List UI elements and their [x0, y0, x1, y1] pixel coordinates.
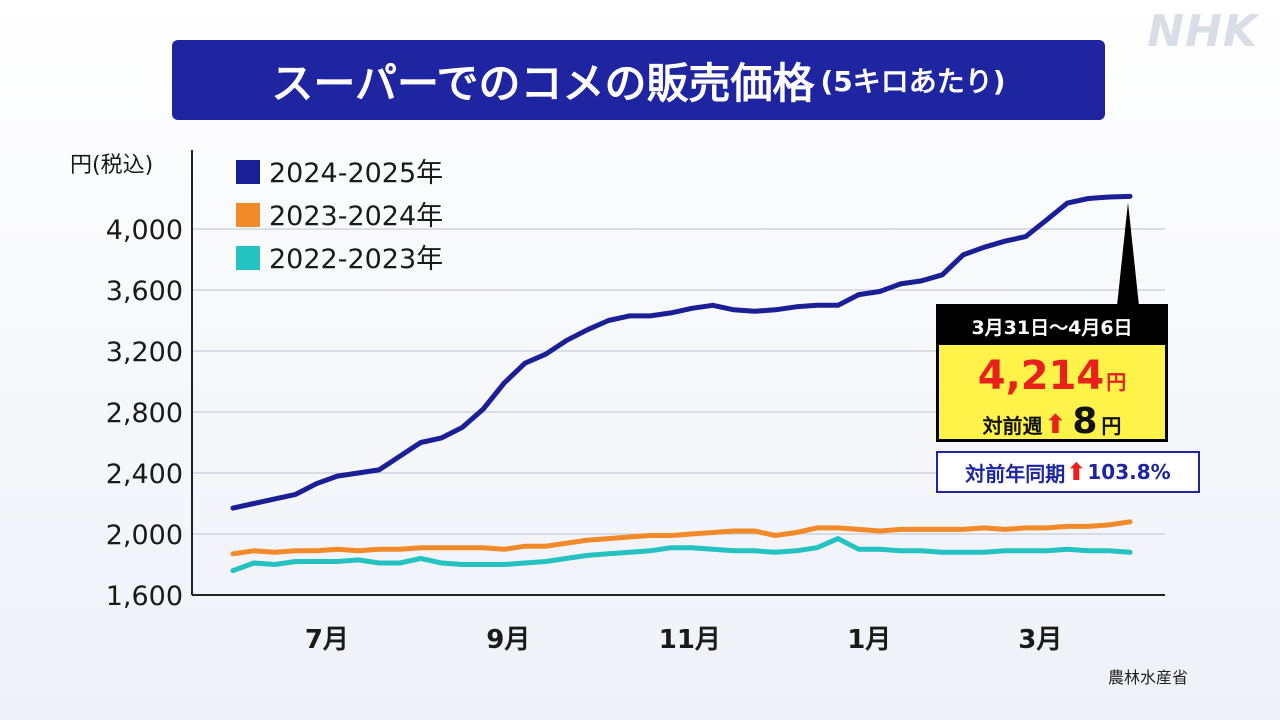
y-tick-label: 3,200 [106, 337, 183, 368]
y-tick-label: 2,800 [106, 398, 183, 429]
x-tick-label: 1月 [847, 625, 891, 655]
callout-price: 4,214 円 [939, 353, 1165, 399]
year-over-year-box: 対前年同期 ⬆ 103.8% [936, 451, 1200, 493]
yoy-label: 対前年同期 [965, 461, 1066, 486]
series-line [230, 193, 1133, 511]
x-tick-label: 11月 [659, 625, 721, 655]
callout-pointer [1117, 202, 1139, 306]
callout-pointer-triangle [1117, 202, 1139, 306]
yoy-value: 103.8% [1087, 460, 1171, 484]
x-tick-label: 9月 [486, 625, 530, 655]
title-banner: スーパーでのコメの販売価格 (5キロあたり) [172, 40, 1105, 120]
data-source: 農林水産省 [1108, 668, 1189, 687]
chart-title: スーパーでのコメの販売価格 [271, 58, 815, 108]
callout-date: 3月31日～4月6日 [939, 307, 1165, 345]
legend-swatch [236, 246, 260, 270]
y-tick-label: 2,000 [106, 520, 183, 551]
nhk-logo: NHK [1147, 6, 1258, 57]
y-tick-label: 3,600 [106, 276, 183, 307]
legend-entry: 2024-2025年 [269, 158, 443, 189]
y-tick-label: 1,600 [106, 581, 183, 612]
callout-price-value: 4,214 [977, 353, 1105, 399]
y-tick-label: 4,000 [106, 215, 183, 246]
up-arrow-icon: ⬆ [1066, 458, 1087, 486]
legend-entry: 2023-2024年 [269, 201, 443, 232]
week-change-value: 8 [1072, 401, 1098, 442]
legend-swatch [236, 160, 260, 184]
callout-price-unit: 円 [1106, 370, 1127, 394]
up-arrow-icon: ⬆ [1044, 410, 1067, 440]
legend-entry: 2022-2023年 [269, 244, 443, 275]
callout-week-change: 対前週 ⬆ 8 円 [939, 401, 1165, 442]
week-change-unit: 円 [1101, 414, 1122, 438]
latest-price-callout: 3月31日～4月6日 4,214 円 対前週 ⬆ 8 円 [936, 304, 1168, 442]
legend-swatch [236, 203, 260, 227]
series-line [230, 536, 1133, 574]
y-tick-label: 2,400 [106, 459, 183, 490]
legend: 2024-2025年 2023-2024年 2022-2023年 [236, 158, 443, 275]
x-tick-label: 3月 [1018, 625, 1062, 655]
chart-subtitle: (5キロあたり) [820, 65, 1006, 98]
x-tick-label: 7月 [305, 625, 349, 655]
axes: 1,600 2,000 2,400 2,800 3,200 3,600 4,000 円(税込)… [70, 150, 1165, 655]
y-axis-label: 円(税込) [70, 153, 153, 178]
series-lines [230, 193, 1133, 574]
series-line [230, 519, 1133, 557]
week-change-label: 対前週 [982, 414, 1043, 438]
